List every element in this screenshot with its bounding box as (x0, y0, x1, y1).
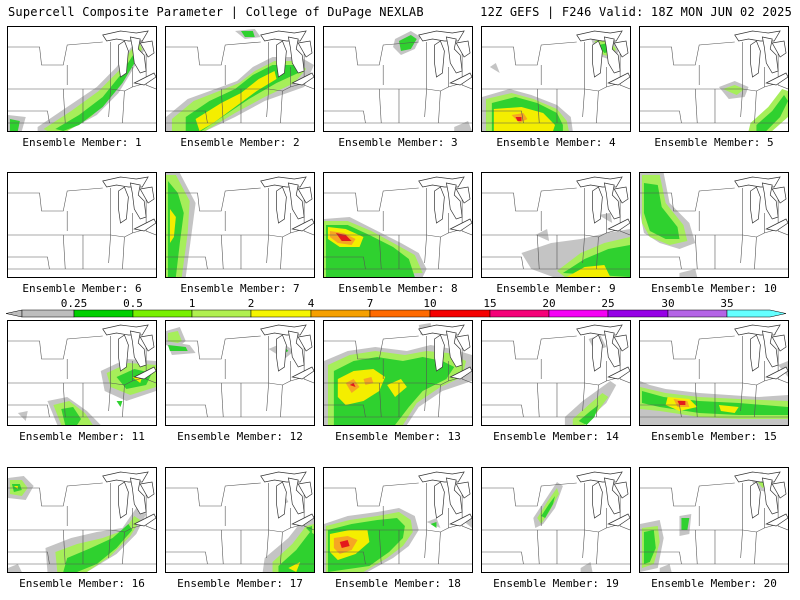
colorbar-segment (548, 309, 609, 318)
ensemble-map-panel (481, 26, 631, 132)
colorbar-segment (429, 309, 491, 318)
ensemble-map-panel (165, 172, 315, 278)
ensemble-map-panel (7, 320, 157, 426)
ensemble-member-label: Ensemble Member: 12 (177, 430, 303, 443)
colorbar-tick-label: 7 (366, 297, 374, 310)
ensemble-member-label: Ensemble Member: 9 (496, 282, 616, 295)
ensemble-member-label: Ensemble Member: 11 (19, 430, 145, 443)
ensemble-map-panel (481, 320, 631, 426)
scp-field-map (8, 176, 156, 270)
scp-field-map (324, 30, 472, 131)
ensemble-member-label: Ensemble Member: 8 (338, 282, 458, 295)
ensemble-map-panel (7, 467, 157, 573)
ensemble-map-panel (165, 467, 315, 573)
ensemble-member-label: Ensemble Member: 1 (22, 136, 142, 149)
scp-field-map (482, 30, 630, 131)
scp-field-map (166, 29, 314, 131)
colorbar-tick-label: 30 (661, 297, 675, 310)
ensemble-map-panel (323, 172, 473, 278)
scp-field-map (640, 30, 788, 131)
colorbar-tick-label: 0.25 (60, 297, 88, 310)
colorbar (5, 309, 787, 318)
ensemble-map-panel (165, 26, 315, 132)
colorbar-segment (726, 309, 787, 318)
ensemble-map-panel (323, 26, 473, 132)
ensemble-map-panel (165, 320, 315, 426)
scp-field-map (324, 176, 472, 277)
ensemble-member-label: Ensemble Member: 19 (493, 577, 619, 590)
colorbar-tick-label: 35 (720, 297, 734, 310)
ensemble-map-panel (7, 26, 157, 132)
chart-title: Supercell Composite Parameter | College … (8, 5, 424, 19)
ensemble-map-panel (323, 320, 473, 426)
ensemble-member-label: Ensemble Member: 2 (180, 136, 300, 149)
colorbar-tick-label: 10 (423, 297, 437, 310)
scp-field-map (8, 30, 156, 131)
scp-field-map (482, 324, 630, 425)
colorbar-tick-label: 20 (542, 297, 556, 310)
valid-time-label: 12Z GEFS | F246 Valid: 18Z MON JUN 02 20… (480, 5, 792, 19)
colorbar-segment (310, 309, 371, 318)
ensemble-member-label: Ensemble Member: 6 (22, 282, 142, 295)
ensemble-member-label: Ensemble Member: 14 (493, 430, 619, 443)
scp-field-map (482, 176, 630, 277)
ensemble-map-panel (481, 172, 631, 278)
colorbar-segment (667, 309, 728, 318)
colorbar-tick-label: 15 (483, 297, 497, 310)
ensemble-map-panel (481, 467, 631, 573)
ensemble-member-label: Ensemble Member: 10 (651, 282, 777, 295)
colorbar-tick-label: 25 (601, 297, 615, 310)
ensemble-member-label: Ensemble Member: 4 (496, 136, 616, 149)
ensemble-map-panel (7, 172, 157, 278)
ensemble-member-label: Ensemble Member: 16 (19, 577, 145, 590)
colorbar-segment (21, 309, 75, 318)
ensemble-member-label: Ensemble Member: 17 (177, 577, 303, 590)
ensemble-map-panel (639, 26, 789, 132)
scp-field-map (640, 471, 788, 572)
scp-field-map (166, 324, 314, 418)
scp-field-map (640, 173, 788, 277)
scp-field-map (640, 324, 788, 425)
ensemble-member-label: Ensemble Member: 5 (654, 136, 774, 149)
colorbar-segment (132, 309, 193, 318)
colorbar-segment (73, 309, 134, 318)
scp-field-map (166, 471, 314, 572)
colorbar-segment (607, 309, 669, 318)
colorbar-tick-label: 1 (188, 297, 196, 310)
colorbar-segment (250, 309, 312, 318)
scp-field-map (166, 173, 314, 277)
scp-field-map (8, 471, 156, 572)
colorbar-left-arrow (5, 309, 23, 318)
colorbar-segment (369, 309, 431, 318)
colorbar-segment (489, 309, 550, 318)
ensemble-member-label: Ensemble Member: 7 (180, 282, 300, 295)
ensemble-map-panel (323, 467, 473, 573)
colorbar-tick-label: 0.5 (123, 297, 143, 310)
ensemble-member-label: Ensemble Member: 20 (651, 577, 777, 590)
scp-field-map (324, 471, 472, 572)
ensemble-map-panel (639, 320, 789, 426)
colorbar-tick-label: 2 (247, 297, 255, 310)
colorbar-tick-label: 4 (307, 297, 315, 310)
colorbar-segment (191, 309, 252, 318)
scp-field-map (324, 323, 472, 425)
scp-field-map (482, 471, 630, 572)
ensemble-member-label: Ensemble Member: 18 (335, 577, 461, 590)
ensemble-map-panel (639, 172, 789, 278)
ensemble-member-label: Ensemble Member: 15 (651, 430, 777, 443)
ensemble-map-panel (639, 467, 789, 573)
ensemble-member-label: Ensemble Member: 3 (338, 136, 458, 149)
ensemble-member-label: Ensemble Member: 13 (335, 430, 461, 443)
scp-field-map (8, 324, 156, 425)
